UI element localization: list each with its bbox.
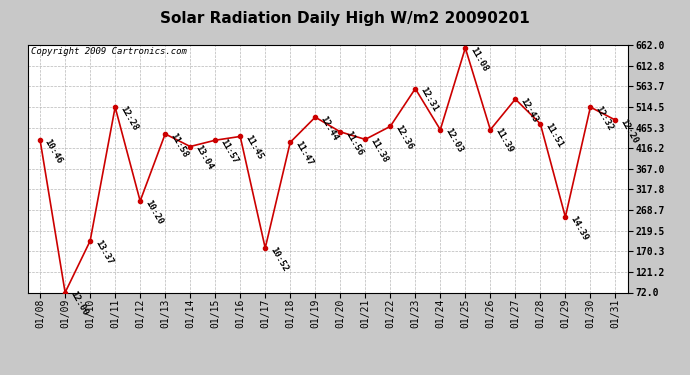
Text: 10:46: 10:46: [43, 138, 64, 165]
Text: 12:44: 12:44: [318, 114, 339, 142]
Text: 11:47: 11:47: [293, 140, 314, 167]
Text: 10:20: 10:20: [143, 198, 164, 226]
Text: 11:57: 11:57: [218, 138, 239, 165]
Text: 12:43: 12:43: [518, 96, 540, 124]
Text: 11:08: 11:08: [468, 45, 489, 73]
Text: 10:52: 10:52: [268, 245, 289, 273]
Text: 12:32: 12:32: [593, 104, 614, 132]
Text: 12:36: 12:36: [393, 124, 414, 152]
Text: 11:56: 11:56: [343, 129, 364, 157]
Text: 11:39: 11:39: [493, 127, 514, 155]
Text: 12:20: 12:20: [618, 117, 640, 145]
Text: 14:39: 14:39: [568, 214, 589, 242]
Text: 12:31: 12:31: [418, 86, 440, 114]
Text: 13:37: 13:37: [93, 238, 114, 266]
Text: Solar Radiation Daily High W/m2 20090201: Solar Radiation Daily High W/m2 20090201: [160, 11, 530, 26]
Text: Copyright 2009 Cartronics.com: Copyright 2009 Cartronics.com: [30, 48, 186, 57]
Text: 11:58: 11:58: [168, 131, 189, 159]
Text: 11:51: 11:51: [543, 121, 564, 149]
Text: 12:03: 12:03: [443, 127, 464, 155]
Text: 11:45: 11:45: [243, 134, 264, 162]
Text: 12:28: 12:28: [118, 104, 139, 132]
Text: 12:00: 12:00: [68, 290, 89, 318]
Text: 13:04: 13:04: [193, 144, 214, 171]
Text: 11:38: 11:38: [368, 136, 389, 164]
